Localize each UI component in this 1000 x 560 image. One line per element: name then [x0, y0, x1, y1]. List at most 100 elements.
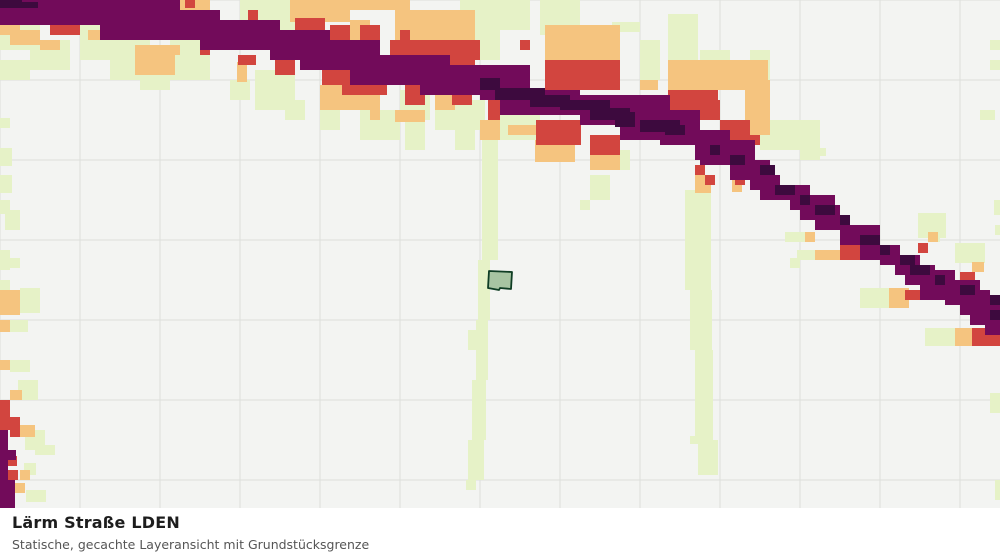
- noise-cell-c1: [785, 232, 805, 242]
- noise-cell-c2: [640, 80, 658, 90]
- noise-cell-c2: [370, 110, 380, 120]
- noise-cell-c1: [0, 60, 30, 80]
- noise-cell-c2: [135, 45, 175, 75]
- noise-cell-c5: [840, 215, 850, 225]
- noise-cell-c2: [732, 180, 742, 192]
- noise-cell-c1: [994, 200, 1000, 215]
- noise-cell-c2: [480, 120, 500, 140]
- noise-cell-c1: [925, 328, 955, 346]
- noise-cell-c1: [995, 480, 1000, 500]
- noise-cell-c5: [800, 195, 810, 205]
- noise-cell-c5: [710, 145, 720, 155]
- noise-cell-c3: [8, 470, 18, 480]
- noise-cell-c5: [880, 245, 890, 255]
- noise-cell-c1: [668, 14, 698, 64]
- noise-cell-c1: [472, 380, 486, 440]
- noise-cell-c2: [20, 470, 30, 480]
- noise-cell-c2: [10, 30, 40, 45]
- noise-cell-c3: [545, 60, 620, 90]
- noise-cell-c1: [640, 40, 660, 80]
- noise-cell-c1: [405, 120, 425, 150]
- noise-cell-c1: [320, 110, 340, 130]
- noise-cell-c1: [980, 110, 995, 120]
- noise-cell-c1: [990, 60, 1000, 70]
- noise-cell-c3: [918, 243, 928, 253]
- noise-cell-c4: [150, 10, 180, 30]
- noise-cell-c5: [480, 78, 500, 90]
- noise-cell-c1: [690, 290, 712, 350]
- noise-cell-c3: [905, 290, 925, 300]
- noise-cell-c3: [452, 95, 472, 105]
- noise-cell-c1: [476, 320, 488, 380]
- noise-cell-c3: [238, 55, 256, 65]
- noise-cell-c1: [955, 243, 985, 263]
- noise-cell-c1: [0, 175, 12, 193]
- noise-cell-c1: [35, 445, 55, 455]
- parcel-boundary[interactable]: [487, 270, 513, 291]
- noise-cell-c2: [10, 390, 22, 400]
- noise-cell-c3: [536, 120, 581, 145]
- noise-cell-c2: [815, 250, 845, 260]
- noise-cell-c1: [482, 140, 498, 260]
- noise-cell-c1: [800, 145, 820, 160]
- noise-cell-c1: [816, 148, 826, 156]
- noise-cell-c2: [330, 0, 410, 10]
- noise-cell-c1: [455, 130, 475, 150]
- noise-cell-c2: [20, 425, 35, 437]
- noise-cell-c1: [10, 360, 30, 372]
- noise-cell-c2: [237, 62, 247, 82]
- noise-cell-c1: [20, 288, 40, 313]
- noise-cell-c3: [960, 272, 975, 282]
- map-view[interactable]: [0, 0, 1000, 508]
- noise-cell-c5: [860, 235, 880, 245]
- noise-cell-c1: [0, 280, 10, 290]
- noise-cell-c2: [928, 232, 938, 242]
- noise-cell-c5: [730, 155, 745, 165]
- noise-cell-c1: [5, 210, 20, 230]
- noise-cell-c2: [395, 110, 425, 122]
- noise-cell-c3: [700, 100, 720, 120]
- noise-cell-c1: [698, 440, 718, 475]
- noise-cell-c5: [560, 100, 610, 110]
- noise-cell-c3: [330, 25, 350, 40]
- noise-cell-c2: [535, 140, 575, 162]
- noise-cell-c5: [900, 255, 915, 265]
- noise-cell-c5: [665, 125, 685, 135]
- noise-cell-c1: [990, 393, 1000, 413]
- noise-cell-c2: [590, 155, 620, 170]
- noise-cell-c4: [8, 450, 16, 460]
- noise-cell-c2: [40, 40, 60, 50]
- noise-cell-c1: [0, 200, 10, 214]
- noise-cell-c1: [240, 10, 250, 20]
- noise-cell-c2: [955, 328, 973, 346]
- noise-cell-c5: [760, 165, 775, 175]
- noise-cell-c1: [797, 250, 817, 260]
- noise-cell-c4: [0, 480, 15, 508]
- noise-cell-c3: [488, 100, 500, 120]
- noise-cell-c1: [690, 436, 698, 444]
- noise-cell-c1: [478, 260, 490, 320]
- noise-cell-c3: [590, 135, 620, 155]
- noise-cell-c5: [935, 275, 945, 285]
- noise-cell-c1: [860, 288, 890, 308]
- noise-cell-c2: [0, 290, 20, 315]
- noise-cell-c2: [170, 45, 180, 55]
- noise-cell-c1: [0, 148, 12, 166]
- noise-cell-c3: [5, 456, 17, 466]
- noise-cell-c3: [520, 40, 530, 50]
- noise-cell-c2: [972, 262, 984, 272]
- noise-cell-c2: [10, 483, 25, 493]
- noise-cell-c2: [889, 288, 909, 308]
- noise-cell-c4: [360, 40, 380, 55]
- noise-cell-c2: [88, 30, 102, 40]
- noise-cell-c1: [26, 490, 46, 502]
- noise-cell-c5: [960, 285, 975, 295]
- noise-cell-c4: [200, 25, 210, 35]
- noise-cell-c3: [400, 30, 410, 40]
- noise-cell-c5: [910, 265, 930, 275]
- layer-title: Lärm Straße LDEN: [12, 513, 180, 532]
- noise-cell-c1: [590, 175, 610, 200]
- noise-map-canvas: [0, 0, 1000, 508]
- noise-cell-c5: [775, 185, 795, 195]
- noise-cell-c5: [615, 112, 635, 127]
